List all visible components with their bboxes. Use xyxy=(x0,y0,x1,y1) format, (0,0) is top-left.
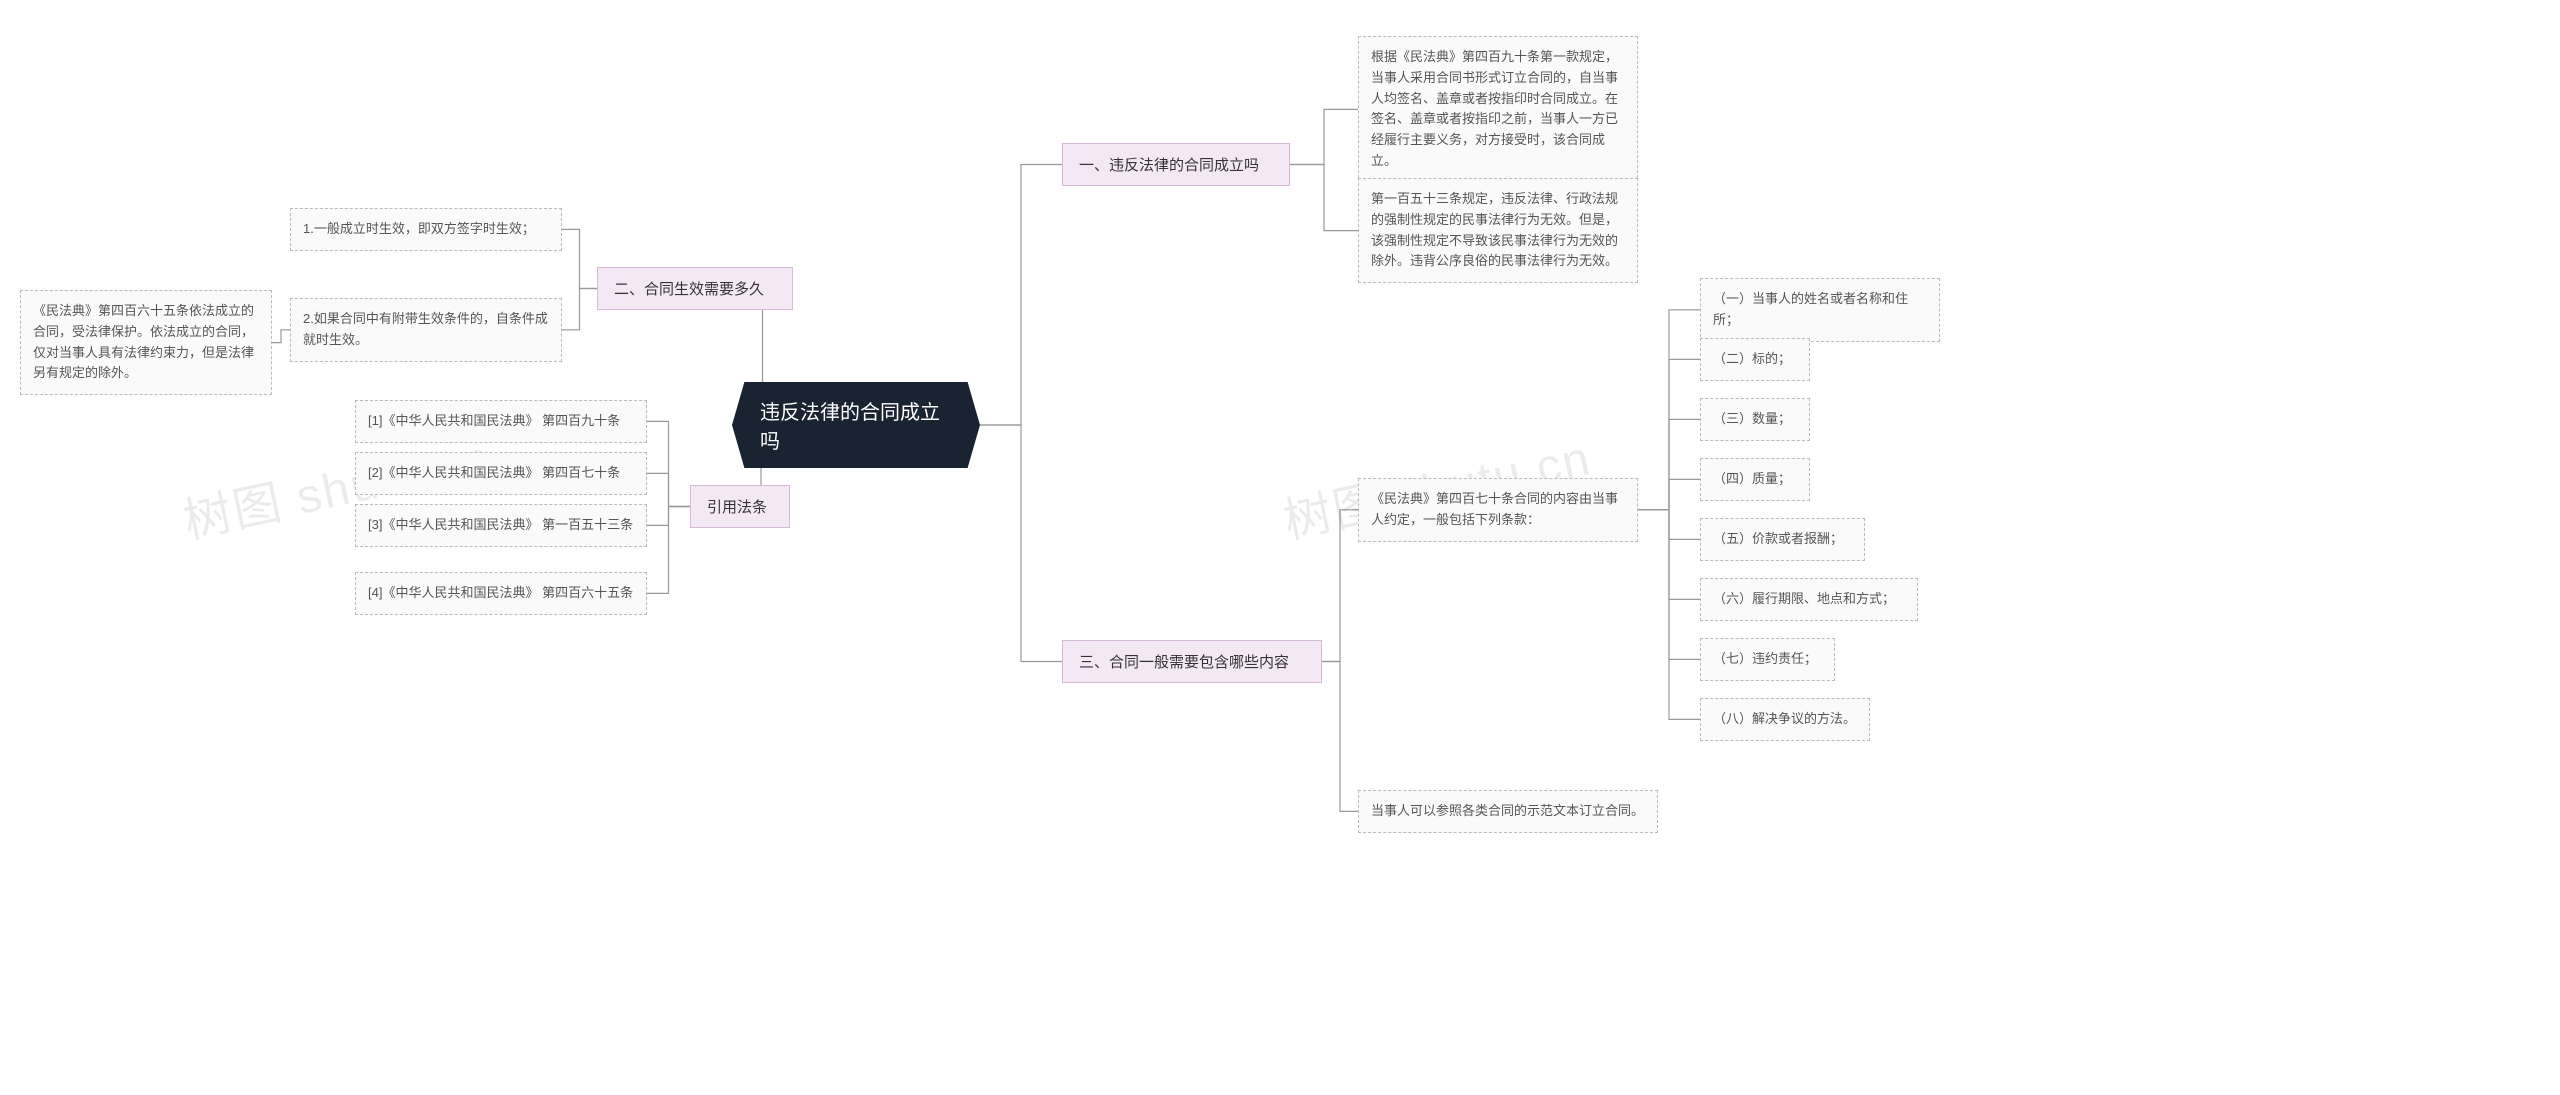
leaf-node-sec1_b: 第一百五十三条规定，违反法律、行政法规的强制性规定的民事法律行为无效。但是，该强… xyxy=(1358,178,1638,283)
leaf-node-sec3_a2: （二）标的； xyxy=(1700,338,1810,381)
category-node-sec2: 二、合同生效需要多久 xyxy=(597,267,793,310)
leaf-node-sec3_a5: （五）价款或者报酬； xyxy=(1700,518,1865,561)
leaf-node-sec3_b: 当事人可以参照各类合同的示范文本订立合同。 xyxy=(1358,790,1658,833)
leaf-node-cite2: [2]《中华人民共和国民法典》 第四百七十条 xyxy=(355,452,647,495)
leaf-node-cite4: [4]《中华人民共和国民法典》 第四百六十五条 xyxy=(355,572,647,615)
leaf-node-sec2_a: 1.一般成立时生效，即双方签字时生效； xyxy=(290,208,562,251)
leaf-node-sec3_a7: （七）违约责任； xyxy=(1700,638,1835,681)
leaf-node-sec3_a3: （三）数量； xyxy=(1700,398,1810,441)
leaf-node-sec2_b1: 《民法典》第四百六十五条依法成立的合同，受法律保护。依法成立的合同，仅对当事人具… xyxy=(20,290,272,395)
leaf-node-cite3: [3]《中华人民共和国民法典》 第一百五十三条 xyxy=(355,504,647,547)
category-node-citations: 引用法条 xyxy=(690,485,790,528)
category-node-sec1: 一、违反法律的合同成立吗 xyxy=(1062,143,1290,186)
leaf-node-sec1_a: 根据《民法典》第四百九十条第一款规定，当事人采用合同书形式订立合同的，自当事人均… xyxy=(1358,36,1638,183)
leaf-node-sec3_a: 《民法典》第四百七十条合同的内容由当事人约定，一般包括下列条款： xyxy=(1358,478,1638,542)
leaf-node-cite1: [1]《中华人民共和国民法典》 第四百九十条 xyxy=(355,400,647,443)
leaf-node-sec3_a4: （四）质量； xyxy=(1700,458,1810,501)
category-node-sec3: 三、合同一般需要包含哪些内容 xyxy=(1062,640,1322,683)
leaf-node-sec3_a1: （一）当事人的姓名或者名称和住所； xyxy=(1700,278,1940,342)
leaf-node-sec3_a6: （六）履行期限、地点和方式； xyxy=(1700,578,1918,621)
leaf-node-sec3_a8: （八）解决争议的方法。 xyxy=(1700,698,1870,741)
root-node: 违反法律的合同成立吗 xyxy=(732,382,980,468)
leaf-node-sec2_b: 2.如果合同中有附带生效条件的，自条件成就时生效。 xyxy=(290,298,562,362)
